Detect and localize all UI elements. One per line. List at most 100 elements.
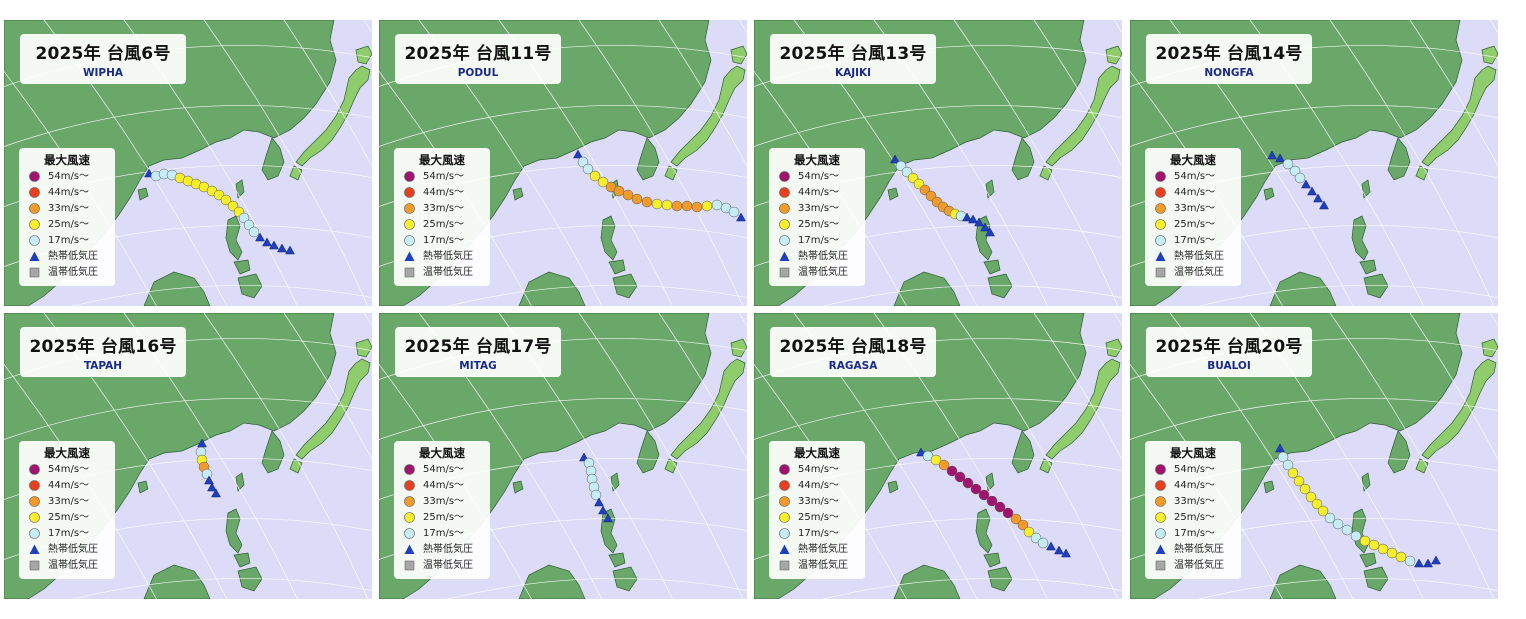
legend-circle-icon [404, 528, 415, 539]
track-point [728, 206, 740, 218]
legend-label: 33m/s〜 [798, 203, 840, 214]
track-point-td [255, 232, 265, 242]
track-point [220, 194, 232, 206]
legend-circle-icon [29, 464, 40, 475]
track-point [1002, 507, 1014, 519]
legend: 最大風速 54m/s〜 44m/s〜 33m/s〜 25m/s〜 17m/s〜 熱帯低気圧温… [1145, 148, 1241, 286]
track-point-td [1275, 153, 1285, 163]
meridian-line [1033, 313, 1122, 461]
legend: 最大風速 54m/s〜 44m/s〜 33m/s〜 25m/s〜 17m/s〜 熱帯低気圧温… [394, 441, 490, 579]
track-point [986, 495, 998, 507]
legend-label: 温帯低気圧 [1174, 267, 1224, 278]
japan-honshu [1421, 65, 1497, 167]
legend-circle-icon [29, 512, 40, 523]
track [144, 168, 295, 255]
title-box: 2025年 台風20号 BUALOI [1146, 327, 1312, 377]
title-box: 2025年 台風18号 RAGASA [770, 327, 936, 377]
track-point [1311, 498, 1323, 510]
track-point [938, 459, 950, 471]
legend-circle-icon [779, 235, 790, 246]
track-point-td [207, 482, 217, 492]
mindanao-island [987, 273, 1013, 299]
legend-label: 54m/s〜 [1174, 171, 1216, 182]
track-point [701, 200, 713, 212]
japan-hokkaido [730, 338, 747, 358]
legend-label: 熱帯低気圧 [423, 544, 473, 555]
luzon-island [225, 215, 243, 261]
meridian-line [658, 20, 747, 168]
meridian-line [953, 313, 1119, 599]
map-panel-wipha: 2025年 台風6号 WIPHA 最大風速 54m/s〜 44m/s〜 33m/s〜 25m… [4, 20, 372, 306]
track-point-td [262, 237, 272, 247]
legend-label: 17m/s〜 [48, 235, 90, 246]
parallel-line [1198, 285, 1498, 306]
hainan-island [1263, 187, 1275, 201]
track-point-td [1054, 545, 1064, 555]
title-box: 2025年 台風13号 KAJIKI [770, 34, 936, 84]
track-point [1037, 537, 1049, 549]
parallel-line [754, 105, 1122, 147]
track [195, 438, 221, 498]
legend: 最大風速 54m/s〜 44m/s〜 33m/s〜 25m/s〜 17m/s〜 熱帯低気圧温… [19, 148, 115, 286]
japan-honshu [670, 65, 746, 167]
track-point [1377, 543, 1389, 555]
japan-honshu [1045, 65, 1121, 167]
legend-label: 温帯低気圧 [423, 267, 473, 278]
typhoon-name: TAPAH [83, 360, 123, 372]
legend-label: 33m/s〜 [423, 203, 465, 214]
mindanao-island [612, 273, 638, 299]
legend-label: 33m/s〜 [798, 496, 840, 507]
legend-triangle-icon [1155, 251, 1166, 261]
track-point-td [598, 505, 608, 515]
track-point [597, 176, 609, 188]
typhoon-title: 2025年 台風11号 [404, 44, 552, 64]
hainan-island [137, 480, 149, 494]
korean-peninsula [261, 137, 285, 181]
track-point-td [573, 149, 583, 159]
track-point [1299, 483, 1311, 495]
legend-title: 最大風速 [44, 153, 90, 167]
legend-label: 44m/s〜 [48, 480, 90, 491]
track-point [201, 468, 213, 480]
map-panel-kajiki: 2025年 台風13号 KAJIKI 最大風速 54m/s〜 44m/s〜 33m/s〜 2… [754, 20, 1122, 306]
track-point [681, 200, 693, 212]
track-point-td [1275, 443, 1285, 453]
hainan-island [1263, 480, 1275, 494]
legend-triangle-icon [29, 251, 40, 261]
legend-label: 44m/s〜 [798, 187, 840, 198]
track-point-td [277, 243, 287, 253]
track-point-td [974, 217, 984, 227]
legend-circle-icon [404, 496, 415, 507]
track-point-td [1307, 186, 1317, 196]
legend-label: 熱帯低気圧 [1174, 544, 1224, 555]
legend-label: 温帯低気圧 [423, 560, 473, 571]
track-point [954, 471, 966, 483]
parallel-line [379, 398, 747, 440]
track-point [613, 185, 625, 197]
legend-circle-icon [29, 203, 40, 214]
track-point [930, 454, 942, 466]
legend-square-icon [1155, 267, 1166, 278]
track-point-td [1319, 200, 1329, 210]
legend-label: 25m/s〜 [423, 512, 465, 523]
hainan-island [512, 480, 524, 494]
hainan-island [887, 187, 899, 201]
legend-label: 54m/s〜 [48, 464, 90, 475]
meridian-line [283, 20, 372, 168]
borneo-island [143, 271, 211, 306]
track-point [582, 163, 594, 175]
track-point [631, 193, 643, 205]
legend-triangle-icon [779, 544, 790, 554]
track-point [1332, 518, 1344, 530]
legend-title: 最大風速 [419, 446, 465, 460]
track-point [1386, 547, 1398, 559]
meridian-line [578, 20, 744, 306]
track-point [1282, 459, 1294, 471]
track-point [248, 226, 260, 238]
legend-triangle-icon [1155, 544, 1166, 554]
visayas-islands [1359, 259, 1377, 275]
typhoon-name: KAJIKI [834, 67, 872, 79]
legend-label: 熱帯低気圧 [1174, 251, 1224, 262]
borneo-island [893, 564, 961, 599]
